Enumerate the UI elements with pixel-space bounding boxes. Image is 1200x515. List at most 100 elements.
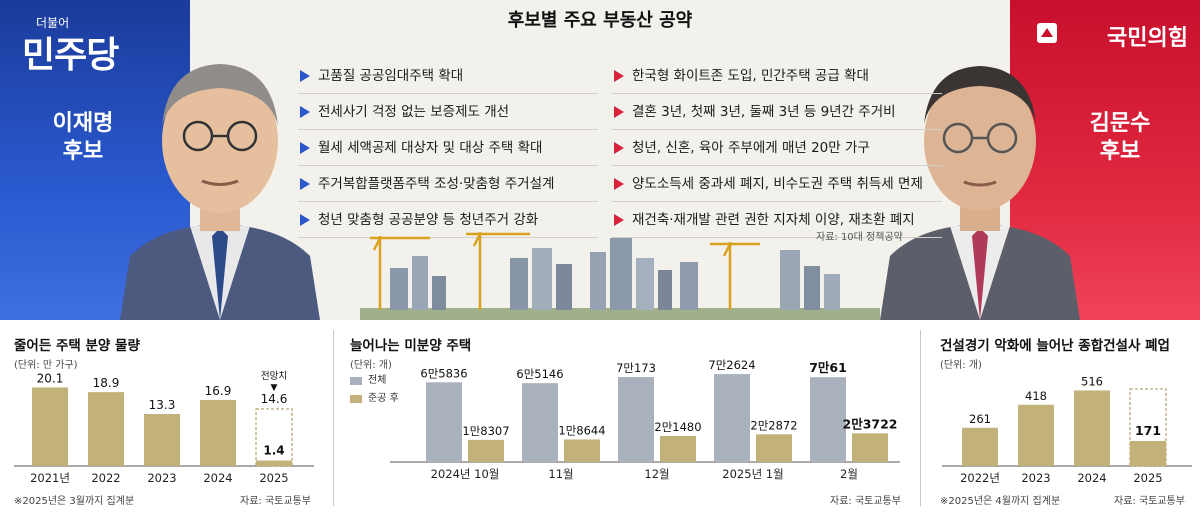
bar-value-label: 7만173 [616,361,656,375]
list-item: 청년, 신혼, 육아 주부에게 매년 20만 가구 [612,130,942,166]
triangle-bullet-icon [614,178,624,190]
x-tick-label: 2022년 [960,471,1000,485]
left-candidate-name: 이재명 [52,111,114,136]
triangle-bullet-icon [300,214,310,226]
unsold-chart-source: 자료: 국토교통부 [830,496,901,507]
triangle-bullet-icon [614,70,624,82]
triangle-bullet-icon [614,214,624,226]
list-item: 결혼 3년, 첫째 3년, 둘째 3년 등 9년간 주거비 [612,94,942,130]
triangle-bullet-icon [614,106,624,118]
bar-value-label: 13.3 [149,398,176,412]
bar [1018,404,1054,466]
bar-value-label: 20.1 [37,371,64,385]
bar-after [468,439,504,462]
bar [144,414,180,466]
bar-value-label: 6만5146 [516,367,563,381]
x-tick-label: 2024년 10월 [431,467,500,481]
bar-value-label: 516 [1081,374,1103,388]
list-item: 재건축·재개발 관련 권한 지자체 이양, 재초환 폐지 [612,202,942,238]
banner-source: 자료: 10대 정책공약 [816,232,903,243]
bar-value-label: 18.9 [93,376,120,390]
supply-bar-chart: 20.1 2021년 18.9 2022 13.3 2023 16.9 2024 14.6▼전망… [14,370,314,485]
bar-value-label: 2만2872 [750,418,797,432]
legend-swatch-total [350,377,362,385]
supply-chart-note: ※2025년은 3월까지 집계분 [14,496,135,507]
x-tick-label: 2024 [1077,471,1106,485]
triangle-bullet-icon [300,106,310,118]
bar [88,392,124,466]
panel-divider [333,330,334,506]
bar [200,399,236,466]
right-candidate-portrait [880,36,1080,320]
triangle-bullet-icon [300,70,310,82]
forecast-label: 전망치 [261,370,287,382]
supply-chart-panel: 줄어든 주택 분양 물량 (단위: 만 가구) ※2025년은 3월까지 집계분… [0,322,330,515]
closures-chart-unit: (단위: 개) [940,360,982,371]
legend-item-total: 전체 [350,372,399,390]
bar [962,427,998,466]
bar-value-label: 418 [1025,389,1047,403]
supply-chart-unit: (단위: 만 가구) [14,360,78,371]
list-item: 청년 맞춤형 공공분양 등 청년주거 강화 [298,202,598,238]
bar-value-label: 2만1480 [654,420,701,434]
x-tick-label: 11월 [548,467,573,481]
bar-after [756,434,792,462]
left-candidate-label: 이재명 후보 [28,110,138,166]
bar [1074,390,1110,466]
unsold-bar-chart: 6만5836 1만8307 2024년 10월 6만5146 1만8644 11월 7만17… [390,358,900,481]
bar [32,387,68,466]
right-candidate-label: 김문수 후보 [1070,110,1170,166]
x-tick-label: 2025 [1133,471,1162,485]
list-item: 고품질 공공임대주택 확대 [298,58,598,94]
bar-after [852,433,888,462]
right-pledge-list: 한국형 화이트존 도입, 민간주택 공급 확대 결혼 3년, 첫째 3년, 둘째… [612,58,942,238]
left-party-small-text: 더불어 [36,16,70,30]
bar-total [618,377,654,462]
banner-title: 후보별 주요 부동산 공약 [507,10,693,31]
unsold-chart-unit: (단위: 개) [350,360,392,371]
bar-value-label: 1만8644 [558,423,605,437]
triangle-bullet-icon [300,178,310,190]
closures-chart-note: ※2025년은 4월까지 집계분 [940,496,1061,507]
triangle-bullet-icon [300,142,310,154]
left-pledge-list: 고품질 공공임대주택 확대 전세사기 걱정 없는 보증제도 개선 월세 세액공제… [298,58,598,238]
unsold-chart-title: 늘어나는 미분양 주택 [350,338,472,354]
x-tick-label: 2025 [259,471,288,485]
supply-chart-title: 줄어든 주택 분양 물량 [14,338,140,354]
bar-value-label: 171 [1135,423,1161,438]
bar-total [522,383,558,462]
list-item: 한국형 화이트존 도입, 민간주택 공급 확대 [612,58,942,94]
x-tick-label: 12월 [644,467,669,481]
city-skyline-illustration [360,232,880,320]
bar-total [426,382,462,462]
triangle-bullet-icon [614,142,624,154]
bar-value-label: 261 [969,412,991,426]
forecast-value-label: 14.6 [261,392,288,406]
right-candidate-role: 후보 [1099,139,1141,164]
right-party-logo-icon [1037,23,1057,43]
bar [1130,440,1166,466]
closures-chart-source: 자료: 국토교통부 [1114,496,1185,507]
legend-swatch-after [350,395,362,403]
list-item: 주거복합플랫폼주택 조성·맞춤형 주거설계 [298,166,598,202]
bar [256,460,292,466]
right-candidate-name: 김문수 [1089,111,1151,136]
x-tick-label: 2023 [147,471,176,485]
x-tick-label: 2023 [1021,471,1050,485]
x-tick-label: 2월 [840,467,858,481]
bar-value-label: 1만8307 [462,424,509,438]
closures-chart-title: 건설경기 악화에 늘어난 종합건설사 폐업 [940,338,1170,354]
list-item: 월세 세액공제 대상자 및 대상 주택 확대 [298,130,598,166]
list-item: 양도소득세 중과세 폐지, 비수도권 주택 취득세 면제 [612,166,942,202]
bar-value-label: 7만61 [809,360,847,375]
right-party-name: 국민의힘 [1107,26,1188,51]
bar-total [810,377,846,462]
x-tick-label: 2021년 [30,471,70,485]
bar-value-label: 1.4 [263,444,284,458]
unsold-chart-panel: 늘어나는 미분양 주택 (단위: 개) 전체 준공 후 자료: 국토교통부 6만… [340,322,915,515]
bar-after [564,439,600,462]
left-candidate-portrait [120,36,320,320]
closures-bar-chart: 261 2022년 418 2023 516 2024 171 2025 [942,374,1192,485]
left-candidate-role: 후보 [62,139,104,164]
bar-value-label: 7만2624 [708,358,755,372]
